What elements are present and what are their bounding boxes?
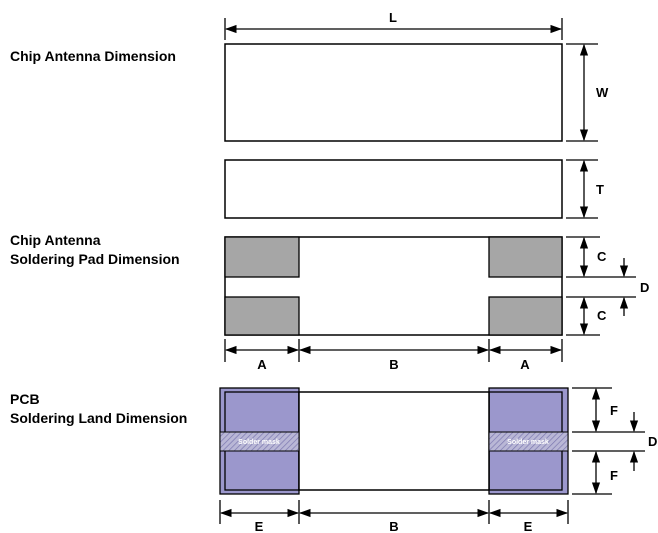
solder-mask-left xyxy=(219,431,300,452)
dimension-e-right-label: E xyxy=(524,519,533,533)
pad-title-line1: Chip Antenna xyxy=(10,232,101,248)
solder-mask-left-label: Solder mask xyxy=(238,439,280,446)
dimension-b-pcb-label: B xyxy=(389,519,398,533)
pad-top-left xyxy=(224,236,300,278)
dimension-e-left-label: E xyxy=(255,519,264,533)
pcb-title-line1: PCB xyxy=(10,391,40,407)
dimension-c-bottom-label: C xyxy=(597,308,607,323)
solder-mask-right-label: Solder mask xyxy=(507,439,549,446)
dimension-f-bottom-label: F xyxy=(610,468,618,483)
dimension-w-label: W xyxy=(596,85,609,100)
chip-body-top xyxy=(224,43,563,142)
dimension-f-top-label: F xyxy=(610,403,618,418)
dimension-b-pad-label: B xyxy=(389,357,398,372)
dimension-l-label: L xyxy=(389,10,397,25)
dimension-a-left-label: A xyxy=(257,357,267,372)
dimension-t-label: T xyxy=(596,182,604,197)
chip-top-view: L W xyxy=(224,10,609,142)
pad-top-right xyxy=(488,236,563,278)
pcb-land-view: Solder mask Solder mask F F D E B E xyxy=(219,387,657,533)
chip-dimension-title: Chip Antenna Dimension xyxy=(10,48,176,64)
pad-bottom-right xyxy=(488,296,563,336)
pcb-title-line2: Soldering Land Dimension xyxy=(10,410,187,426)
soldering-pad-view: C C D A B A xyxy=(224,236,649,372)
dimension-d-label: D xyxy=(640,280,649,295)
dimension-d2-label: D xyxy=(648,434,657,449)
chip-side-view: T xyxy=(224,159,604,219)
solder-mask-right xyxy=(488,431,569,452)
dimension-a-right-label: A xyxy=(520,357,530,372)
dimension-c-top-label: C xyxy=(597,249,607,264)
chip-body-side xyxy=(224,159,563,219)
chip-body-pcb xyxy=(298,391,490,491)
pad-title-line2: Soldering Pad Dimension xyxy=(10,251,180,267)
pad-bottom-left xyxy=(224,296,300,336)
